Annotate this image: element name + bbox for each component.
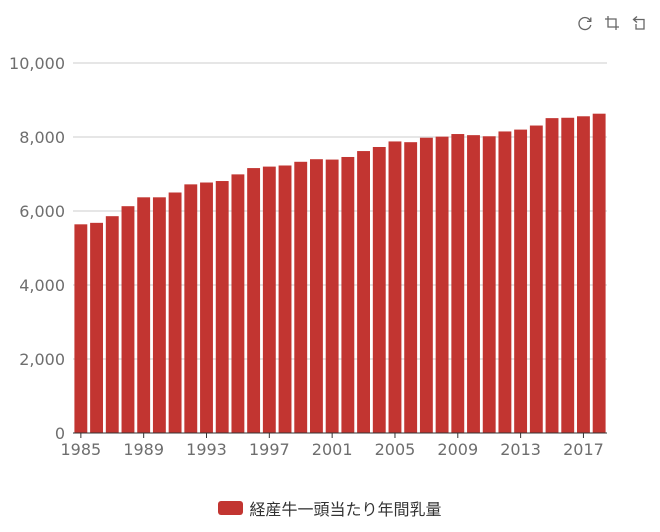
bar[interactable] xyxy=(105,216,119,433)
bar[interactable] xyxy=(278,165,292,434)
y-axis-tick-labels: 0 2,000 4,000 6,000 8,000 10,000 xyxy=(9,54,65,443)
bar[interactable] xyxy=(310,159,323,433)
axes xyxy=(73,432,607,438)
bar-series xyxy=(74,113,606,434)
y-tick-label: 0 xyxy=(55,424,65,443)
bar[interactable] xyxy=(435,136,449,433)
undo-icon xyxy=(632,16,645,30)
undo-zoom-button[interactable] xyxy=(630,14,648,32)
bar[interactable] xyxy=(482,136,496,433)
bar[interactable] xyxy=(168,192,182,434)
bar[interactable] xyxy=(215,181,229,433)
bar[interactable] xyxy=(74,224,88,433)
legend-swatch xyxy=(218,501,244,515)
bar[interactable] xyxy=(325,159,339,433)
x-tick-label: 2017 xyxy=(563,440,604,459)
x-tick-label: 1997 xyxy=(249,440,290,459)
x-tick-label: 1993 xyxy=(186,440,227,459)
y-tick-label: 2,000 xyxy=(19,350,65,369)
y-tick-label: 6,000 xyxy=(19,202,65,221)
restore-button[interactable] xyxy=(576,14,594,32)
bar[interactable] xyxy=(561,117,575,433)
bar[interactable] xyxy=(152,197,166,433)
bar[interactable] xyxy=(467,135,480,433)
bar[interactable] xyxy=(577,116,590,433)
crop-icon xyxy=(605,16,619,30)
bar[interactable] xyxy=(247,168,261,433)
x-tick-label: 2001 xyxy=(312,440,353,459)
bar[interactable] xyxy=(592,113,606,433)
bar[interactable] xyxy=(451,134,465,434)
x-tick-label: 1985 xyxy=(60,440,101,459)
bar[interactable] xyxy=(357,151,370,433)
bar[interactable] xyxy=(498,131,512,433)
x-tick-label: 1989 xyxy=(123,440,164,459)
bar[interactable] xyxy=(545,118,559,433)
bar[interactable] xyxy=(231,174,245,433)
bar[interactable] xyxy=(514,129,528,433)
bar[interactable] xyxy=(529,125,543,433)
chart-toolbox xyxy=(576,14,648,32)
crop-zoom-button[interactable] xyxy=(603,14,621,32)
bar[interactable] xyxy=(341,156,355,434)
bar[interactable] xyxy=(372,146,386,434)
chart-legend[interactable]: 経産牛一頭当たり年間乳量 xyxy=(0,496,660,520)
bar[interactable] xyxy=(404,142,418,433)
x-axis-tick-labels: 1985 1989 1993 1997 2001 2005 2009 2013 2017 xyxy=(60,440,603,459)
bar[interactable] xyxy=(137,197,151,433)
y-tick-label: 4,000 xyxy=(19,276,65,295)
bar[interactable] xyxy=(419,137,433,434)
legend-label: 経産牛一頭当たり年間乳量 xyxy=(249,500,442,519)
bar[interactable] xyxy=(262,166,276,433)
bar[interactable] xyxy=(200,182,213,433)
bar[interactable] xyxy=(294,161,308,434)
bar[interactable] xyxy=(121,206,135,433)
restore-icon xyxy=(578,16,592,31)
y-tick-label: 10,000 xyxy=(9,54,65,73)
x-tick-label: 2005 xyxy=(375,440,416,459)
bar[interactable] xyxy=(184,184,198,433)
x-tick-label: 2009 xyxy=(437,440,478,459)
y-tick-label: 8,000 xyxy=(19,128,65,147)
bar[interactable] xyxy=(388,141,402,433)
bar[interactable] xyxy=(90,222,103,433)
x-tick-label: 2013 xyxy=(500,440,541,459)
